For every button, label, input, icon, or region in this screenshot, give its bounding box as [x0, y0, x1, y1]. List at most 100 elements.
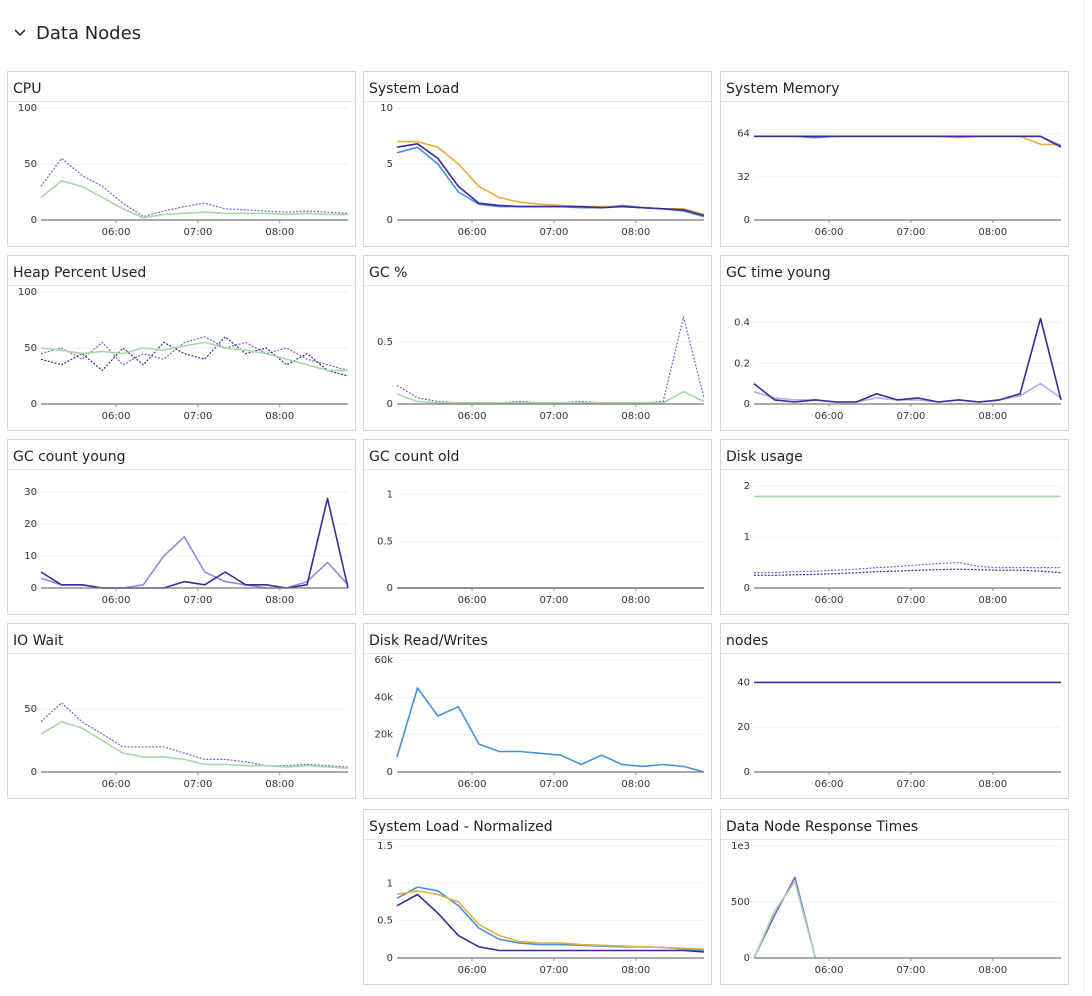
panel-title: System Load — [369, 81, 459, 97]
y-tick-label: 1.5 — [377, 841, 393, 852]
y-tick-label: 0 — [31, 767, 37, 778]
section-title: Data Nodes — [36, 23, 141, 44]
x-tick-label: 07:00 — [896, 411, 925, 422]
y-tick-label: 20 — [737, 722, 750, 733]
panel-frame — [720, 623, 1069, 799]
panel-title: GC time young — [726, 265, 831, 281]
x-tick-label: 06:00 — [102, 227, 131, 238]
panel-frame — [7, 71, 356, 247]
y-tick-label: 0.2 — [734, 358, 750, 369]
panel: GC count old 0 0.5 1 06:00 07:00 08:00 — [363, 439, 712, 615]
x-tick-label: 08:00 — [265, 411, 294, 422]
y-tick-label: 50 — [24, 704, 37, 715]
y-tick-label: 50 — [24, 343, 37, 354]
panel-title: IO Wait — [13, 633, 64, 649]
x-tick-label: 06:00 — [102, 595, 131, 606]
x-tick-label: 08:00 — [265, 595, 294, 606]
y-tick-label: 0 — [387, 399, 393, 410]
series-line — [396, 890, 705, 950]
y-tick-label: 0 — [387, 953, 393, 964]
panel-title: GC count old — [369, 449, 459, 465]
y-tick-label: 0 — [31, 583, 37, 594]
panel-frame — [363, 623, 712, 799]
series-line — [754, 568, 1062, 576]
x-tick-label: 08:00 — [621, 595, 650, 606]
y-tick-label: 64 — [737, 129, 750, 140]
y-tick-label: 100 — [18, 287, 37, 298]
y-tick-label: 1 — [387, 878, 393, 889]
y-tick-label: 1e3 — [731, 841, 750, 852]
panel: GC time young 0 0.2 0.4 06:00 07:00 08:00 — [720, 255, 1069, 431]
x-tick-label: 06:00 — [815, 411, 844, 422]
collapse-chevron[interactable] — [14, 29, 26, 37]
series-line — [753, 881, 817, 959]
panel-title: GC count young — [13, 449, 126, 465]
series-line — [396, 390, 705, 404]
y-tick-label: 0 — [387, 767, 393, 778]
x-tick-label: 08:00 — [621, 227, 650, 238]
x-tick-label: 06:00 — [458, 595, 487, 606]
y-tick-label: 1 — [387, 490, 393, 501]
x-tick-label: 08:00 — [621, 965, 650, 976]
x-tick-label: 06:00 — [815, 595, 844, 606]
x-tick-label: 06:00 — [102, 411, 131, 422]
y-tick-label: 0 — [744, 583, 750, 594]
panel: Disk Read/Writes 0 20k 40k 60k 06:00 07:00 08:0… — [363, 623, 712, 799]
panel-title: GC % — [369, 265, 407, 281]
panel: System Load - Normalized 0 0.5 1 1.5 06:00 07:… — [363, 809, 712, 985]
panel-title: CPU — [13, 81, 41, 97]
panel: Data Node Response Times 0 500 1e3 06:00 07:0… — [720, 809, 1069, 985]
y-tick-label: 2 — [744, 481, 750, 492]
x-tick-label: 08:00 — [978, 779, 1007, 790]
y-tick-label: 10 — [380, 103, 393, 114]
series-line — [40, 341, 348, 372]
panel-frame — [720, 809, 1069, 985]
panel: System Load 0 5 10 06:00 07:00 08:00 — [363, 71, 712, 247]
panel: System Memory 0 32 64 06:00 07:00 08:00 — [720, 71, 1069, 247]
x-tick-label: 07:00 — [539, 779, 568, 790]
y-tick-label: 0 — [744, 399, 750, 410]
x-tick-label: 08:00 — [621, 411, 650, 422]
x-tick-label: 06:00 — [458, 411, 487, 422]
series-line — [40, 497, 349, 589]
series-line — [754, 561, 1061, 574]
series-line — [396, 687, 705, 773]
series-line — [40, 157, 349, 218]
x-tick-label: 07:00 — [896, 965, 925, 976]
x-tick-label: 07:00 — [183, 227, 212, 238]
panel: GC % 0 0.5 06:00 07:00 08:00 — [363, 255, 712, 431]
y-tick-label: 500 — [731, 897, 750, 908]
y-tick-label: 100 — [18, 103, 37, 114]
y-tick-label: 0 — [387, 215, 393, 226]
y-tick-label: 40k — [374, 692, 393, 703]
x-tick-label: 08:00 — [978, 965, 1007, 976]
y-tick-label: 32 — [737, 172, 750, 183]
panel: CPU 0 50 100 06:00 07:00 08:00 — [7, 71, 356, 247]
series-line — [753, 317, 1062, 403]
x-tick-label: 08:00 — [265, 779, 294, 790]
x-tick-label: 07:00 — [539, 227, 568, 238]
panel-title: Heap Percent Used — [13, 265, 146, 281]
x-tick-label: 06:00 — [815, 779, 844, 790]
panel-frame — [363, 439, 712, 615]
panel: IO Wait 0 50 06:00 07:00 08:00 — [7, 623, 356, 799]
panel-title: System Load - Normalized — [369, 819, 553, 835]
x-tick-label: 06:00 — [458, 779, 487, 790]
y-tick-label: 30 — [24, 487, 37, 498]
panel: Heap Percent Used 0 50 100 06:00 07:00 08:00 — [7, 255, 356, 431]
y-tick-label: 0.5 — [377, 536, 393, 547]
series-line — [753, 382, 1062, 403]
y-tick-label: 50 — [24, 159, 37, 170]
series-line — [40, 336, 349, 371]
y-tick-label: 0.5 — [377, 337, 393, 348]
x-tick-label: 08:00 — [978, 411, 1007, 422]
y-tick-label: 40 — [737, 677, 750, 688]
x-tick-label: 08:00 — [621, 779, 650, 790]
x-tick-label: 06:00 — [458, 965, 487, 976]
panel-title: Data Node Response Times — [726, 819, 918, 835]
x-tick-label: 07:00 — [183, 779, 212, 790]
x-tick-label: 07:00 — [896, 779, 925, 790]
x-tick-label: 07:00 — [896, 595, 925, 606]
